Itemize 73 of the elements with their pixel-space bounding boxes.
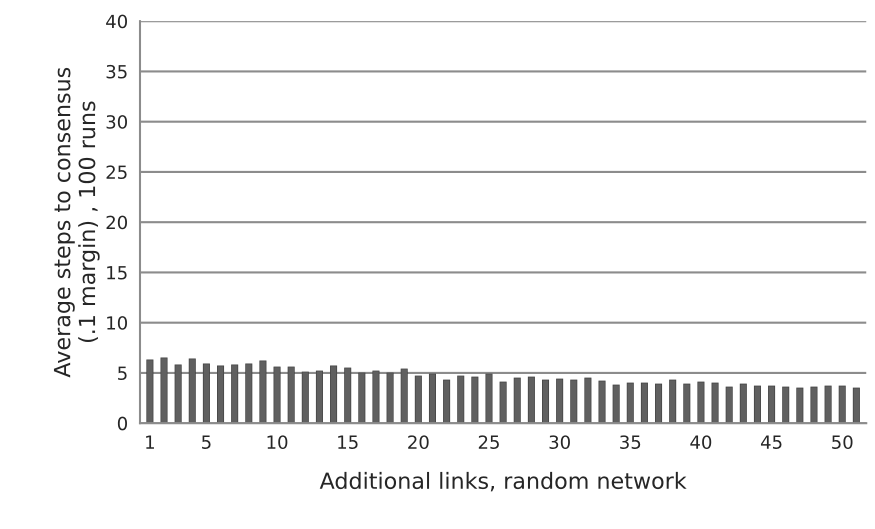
bar: [655, 384, 662, 424]
bar: [288, 366, 295, 424]
bar: [471, 376, 478, 424]
x-axis-title: Additional links, random network: [320, 472, 687, 492]
y-tick-label: 40: [106, 14, 127, 28]
bar: [824, 386, 832, 424]
bar: [726, 386, 733, 424]
x-tick-label: 20: [408, 435, 429, 449]
x-tick-label: 30: [550, 435, 570, 449]
bar: [514, 378, 521, 424]
bar: [188, 358, 196, 424]
x-tick-label: 10: [268, 435, 288, 449]
bar: [457, 376, 464, 424]
x-tick-label: 25: [478, 435, 499, 449]
bar: [584, 378, 592, 424]
y-tick-label: 25: [106, 165, 127, 180]
bar: [712, 382, 719, 424]
bar: [259, 360, 266, 424]
bar: [782, 386, 790, 424]
y-tick-label: 20: [106, 216, 127, 230]
bar: [542, 380, 550, 424]
bar: [330, 366, 338, 424]
bar: [838, 386, 846, 424]
bar: [372, 370, 380, 424]
x-tick-label: 35: [620, 435, 640, 449]
bar: [626, 382, 634, 424]
bar: [274, 366, 281, 424]
bar: [669, 380, 676, 424]
bar: [386, 372, 394, 424]
bar: [202, 364, 210, 424]
bar: [640, 382, 648, 424]
bar: [768, 386, 776, 424]
bar: [598, 380, 606, 424]
bar: [245, 364, 252, 424]
bar: [400, 368, 408, 424]
bar: [612, 384, 620, 424]
bar: [740, 384, 747, 424]
bar: [316, 370, 323, 424]
bar: [174, 364, 182, 424]
bar: [852, 388, 860, 424]
bar: [697, 382, 704, 424]
y-tick-label: 30: [106, 115, 127, 129]
bar: [302, 372, 309, 424]
bar: [146, 360, 154, 424]
bar: [160, 358, 168, 424]
bar: [414, 376, 422, 424]
x-tick-label: 1: [146, 436, 154, 449]
x-tick-label: 45: [760, 436, 782, 449]
bar: [683, 384, 690, 424]
x-tick-label: 5: [202, 436, 211, 449]
bar: [556, 378, 564, 424]
bar: [428, 374, 436, 424]
bar: [443, 380, 450, 424]
y-tick-label: 15: [107, 266, 127, 280]
y-axis-title: Average steps to consensus (.1 margin) , 100 runs: [54, 68, 100, 378]
bar: [358, 372, 366, 424]
bar: [754, 386, 761, 424]
bar: [231, 364, 238, 424]
x-tick-label: 40: [690, 435, 712, 449]
bar: [570, 380, 578, 424]
x-tick-label: 15: [338, 436, 358, 449]
bar: [485, 374, 493, 424]
y-tick-label: 5: [118, 366, 127, 380]
y-tick-label: 10: [107, 316, 127, 330]
bar: [796, 388, 804, 424]
bar: [528, 376, 535, 424]
y-tick-label: 0: [118, 416, 127, 430]
y-tick-label: 35: [106, 64, 127, 79]
bar: [217, 366, 224, 424]
bar: [344, 368, 352, 424]
x-tick-label: 50: [832, 435, 853, 449]
bar: [500, 382, 507, 424]
bar: [810, 386, 818, 424]
